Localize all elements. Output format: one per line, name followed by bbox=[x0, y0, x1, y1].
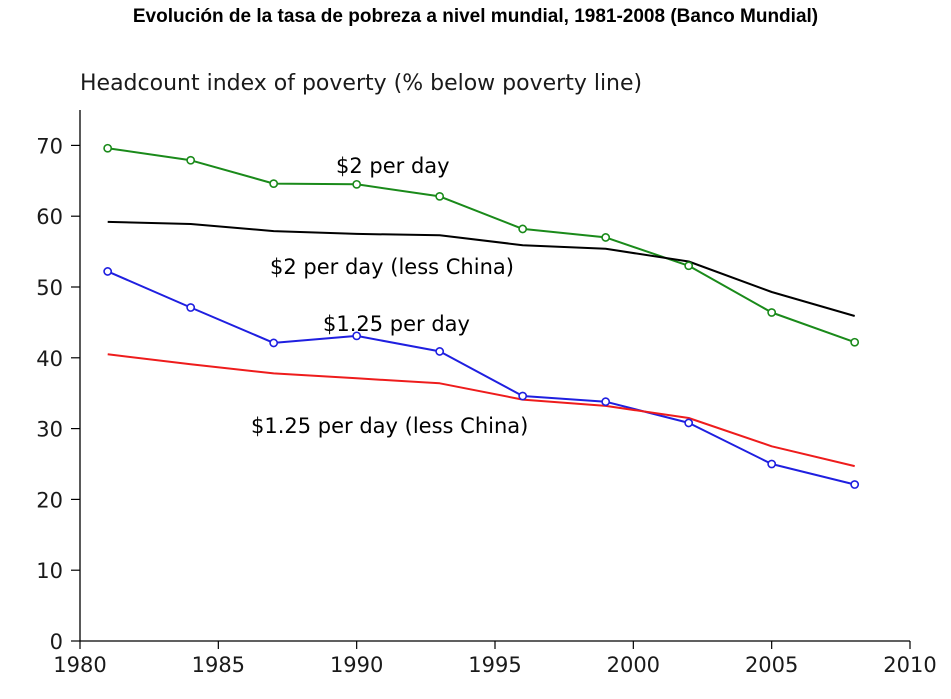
data-point bbox=[684, 418, 694, 428]
data-point bbox=[103, 143, 113, 153]
x-tick-label: 1990 bbox=[330, 653, 383, 677]
data-point bbox=[269, 338, 279, 348]
series-label-1-25-per-day-less-china: $1.25 per day (less China) bbox=[251, 414, 528, 438]
data-point bbox=[352, 179, 362, 189]
series-markers bbox=[103, 143, 860, 489]
data-point bbox=[103, 267, 113, 276]
series-line-2 bbox=[107, 270, 855, 486]
data-point bbox=[435, 347, 445, 356]
series-label-2-per-day-less-china: $2 per day (less China) bbox=[270, 255, 514, 279]
series-line-3 bbox=[107, 353, 855, 468]
data-point bbox=[186, 155, 196, 165]
data-point bbox=[601, 397, 611, 407]
y-tick-label: 20 bbox=[36, 488, 63, 512]
y-tick-label: 40 bbox=[36, 347, 63, 371]
data-point bbox=[435, 191, 445, 201]
y-tick-label: 50 bbox=[36, 276, 63, 300]
x-tick-label: 1980 bbox=[53, 653, 106, 677]
data-point bbox=[850, 480, 860, 489]
data-point bbox=[767, 308, 777, 317]
data-point bbox=[850, 337, 860, 347]
x-tick-label: 2005 bbox=[745, 653, 798, 677]
x-tick-label: 2010 bbox=[883, 653, 936, 677]
series-line-1 bbox=[107, 220, 855, 317]
y-tick-label: 60 bbox=[36, 205, 63, 229]
x-tick-label: 1985 bbox=[192, 653, 245, 677]
data-point bbox=[518, 391, 528, 401]
data-point bbox=[518, 224, 528, 234]
x-tick-label: 1995 bbox=[468, 653, 521, 677]
data-point bbox=[767, 459, 777, 469]
data-point bbox=[352, 331, 362, 341]
data-point bbox=[186, 303, 196, 312]
y-axis-label: Headcount index of poverty (% below pove… bbox=[80, 71, 642, 96]
y-tick-label: 10 bbox=[36, 559, 63, 583]
series-label-1-25-per-day: $1.25 per day bbox=[323, 312, 470, 336]
data-point bbox=[269, 179, 279, 189]
y-tick-label: 30 bbox=[36, 418, 63, 442]
x-tick-label: 2000 bbox=[607, 653, 660, 677]
tick-labels: 0 10 20 30 40 50 60 70 1980 1985 1990 1995 2000 2005 2… bbox=[36, 134, 936, 677]
data-point bbox=[684, 261, 694, 271]
y-tick-label: 0 bbox=[50, 630, 63, 654]
data-point bbox=[601, 233, 611, 242]
series-lines bbox=[107, 147, 856, 486]
chart-title: Evolución de la tasa de pobreza a nivel … bbox=[132, 6, 819, 27]
series-label-2-per-day: $2 per day bbox=[336, 154, 450, 178]
series-line-0 bbox=[107, 147, 856, 344]
axes bbox=[71, 110, 911, 649]
y-tick-label: 70 bbox=[36, 134, 63, 158]
